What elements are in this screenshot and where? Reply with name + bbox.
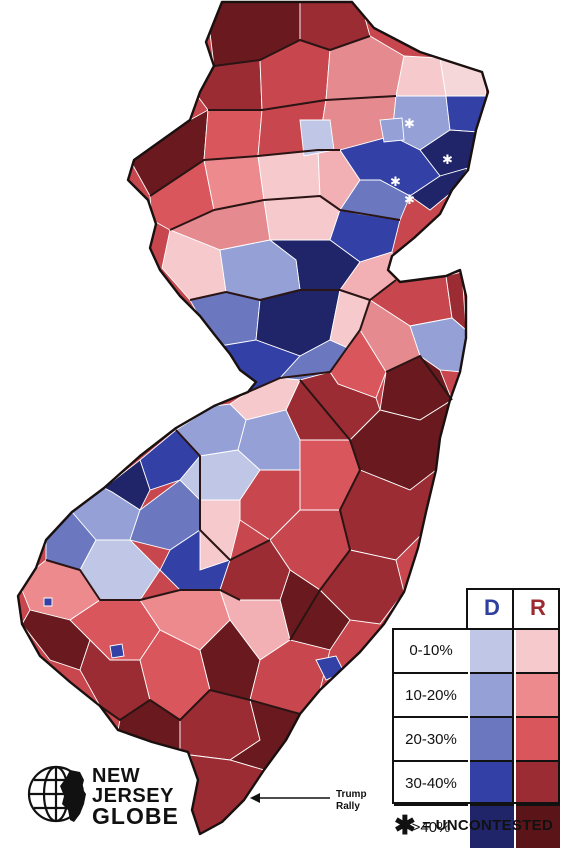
legend-swatch-republican bbox=[516, 760, 560, 804]
legend-swatch-democrat bbox=[470, 760, 514, 804]
legend-range-label: 10-20% bbox=[394, 672, 468, 716]
legend-swatch-republican bbox=[516, 716, 560, 760]
legend-swatch-democrat bbox=[470, 672, 514, 716]
nj-silhouette-icon bbox=[60, 770, 86, 822]
trump-rally-line2: Rally bbox=[336, 801, 360, 812]
legend-row: >40% bbox=[394, 804, 562, 848]
legend-swatch-republican bbox=[516, 628, 560, 672]
logo-line-globe: GLOBE bbox=[92, 803, 179, 829]
uncontested-label: = UNCONTESTED bbox=[422, 816, 554, 834]
uncontested-markers: ✱ ✱ ✱ ✱ bbox=[390, 117, 453, 208]
trump-rally-label: Trump Rally bbox=[336, 789, 367, 813]
legend-header-democrat: D bbox=[484, 595, 500, 620]
legend-swatch-republican bbox=[516, 672, 560, 716]
legend-swatch-democrat bbox=[470, 716, 514, 760]
legend-range-label: 30-40% bbox=[394, 760, 468, 804]
logo-line-new: NEW bbox=[92, 765, 141, 787]
legend-row: 0-10% bbox=[394, 628, 562, 672]
legend-swatch-democrat bbox=[470, 628, 514, 672]
asterisk-icon: ✱ bbox=[394, 810, 417, 840]
trump-rally-arrow bbox=[250, 793, 330, 803]
uncontested-star-marker: ✱ bbox=[442, 153, 453, 168]
state-outline bbox=[16, 0, 490, 836]
legend-header-republican: R bbox=[530, 595, 546, 620]
uncontested-star-marker: ✱ bbox=[404, 117, 415, 132]
legend-row: 20-30% bbox=[394, 716, 562, 760]
uncontested-star-marker: ✱ bbox=[390, 175, 401, 190]
legend-column-divider bbox=[512, 588, 514, 804]
legend-range-label: 0-10% bbox=[394, 628, 468, 672]
legend-swatch-democrat bbox=[470, 804, 514, 848]
new-jersey-globe-logo bbox=[27, 765, 86, 823]
legend-row: 10-20% bbox=[394, 672, 562, 716]
logo-line-jersey: JERSEY bbox=[92, 785, 174, 807]
uncontested-note: ✱ = UNCONTESTED bbox=[394, 812, 553, 838]
logo-wordmark: NEW JERSEY GLOBE bbox=[92, 765, 179, 829]
legend-range-label: 20-30% bbox=[394, 716, 468, 760]
legend-swatch-republican bbox=[516, 804, 560, 848]
legend-range-label: >40% bbox=[394, 804, 468, 848]
uncontested-star-marker: ✱ bbox=[404, 193, 415, 208]
legend-row: 30-40% bbox=[394, 760, 562, 804]
trump-rally-line1: Trump bbox=[336, 789, 367, 800]
county-boundaries bbox=[45, 35, 453, 721]
